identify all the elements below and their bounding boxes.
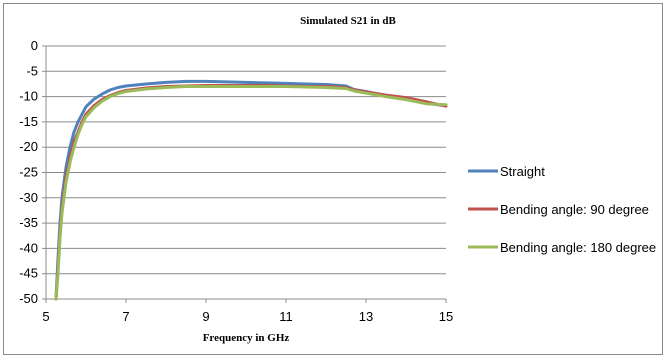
x-tick-label: 11	[279, 309, 293, 324]
y-tick-label: -15	[19, 114, 38, 129]
grid	[45, 45, 446, 300]
plot-area	[54, 79, 448, 301]
series-line-3	[54, 85, 448, 301]
legend-label-3: Bending angle: 180 degree	[500, 240, 656, 255]
x-tick-label: 7	[122, 309, 129, 324]
x-tick-label: 5	[42, 309, 49, 324]
y-tick-label: -35	[19, 215, 38, 230]
y-axis-ticks: 0 -5 -10 -15 -20 -25 -30 -35 -40 -45 -50	[19, 38, 46, 306]
legend-label-2: Bending angle: 90 degree	[500, 202, 649, 217]
legend-label-1: Straight	[500, 164, 545, 179]
legend: Straight Bending angle: 90 degree Bending …	[468, 164, 656, 255]
chart-frame	[3, 3, 663, 355]
x-tick-label: 9	[202, 309, 209, 324]
series-line-1	[54, 79, 448, 301]
x-axis-ticks: 5 7 9 11 13 15	[42, 299, 453, 324]
x-tick-label: 15	[439, 309, 453, 324]
y-tick-label: -45	[19, 266, 38, 281]
x-tick-label: 13	[359, 309, 373, 324]
y-tick-label: -5	[26, 63, 38, 78]
x-axis-label: Frequency in GHz	[203, 332, 290, 344]
y-tick-label: -10	[19, 89, 38, 104]
series-line-2	[54, 84, 448, 301]
y-tick-label: -25	[19, 165, 38, 180]
y-tick-label: -40	[19, 240, 38, 255]
y-tick-label: -50	[19, 291, 38, 306]
y-tick-label: 0	[31, 38, 38, 53]
y-tick-label: -20	[19, 139, 38, 154]
y-tick-label: -30	[19, 190, 38, 205]
chart-title: Simulated S21 in dB	[300, 15, 396, 27]
